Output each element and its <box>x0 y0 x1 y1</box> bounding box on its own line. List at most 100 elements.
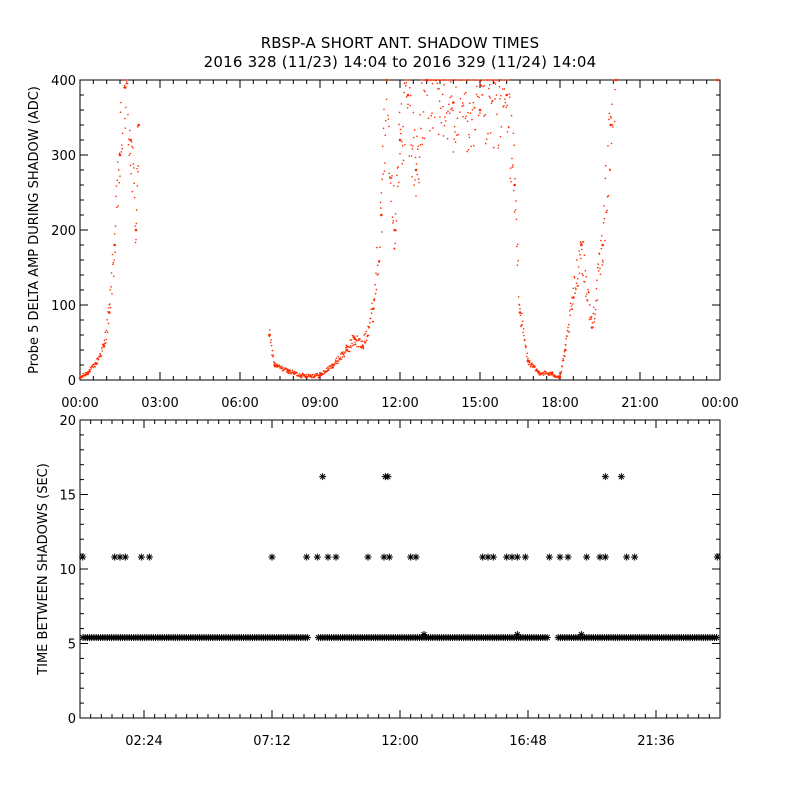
data-point <box>382 127 385 130</box>
data-point <box>353 336 356 338</box>
data-point <box>442 105 444 108</box>
baseline-asterisk <box>713 634 721 642</box>
data-point <box>384 134 387 137</box>
data-point <box>432 127 434 129</box>
data-point <box>129 164 132 167</box>
data-point <box>437 79 440 81</box>
data-point <box>125 81 128 83</box>
data-point <box>112 275 115 277</box>
data-point <box>363 340 366 343</box>
data-point <box>127 143 130 146</box>
data-point <box>393 248 396 250</box>
data-point <box>111 253 114 256</box>
data-point <box>132 167 135 169</box>
data-point-asterisk <box>479 553 487 561</box>
data-point <box>350 339 353 341</box>
asterisk-stroke <box>514 631 521 638</box>
data-point <box>327 368 330 370</box>
data-point <box>579 253 581 256</box>
data-point <box>571 296 573 299</box>
data-point <box>347 350 350 353</box>
data-point <box>477 79 480 81</box>
x-tick-label: 12:00 <box>381 734 418 749</box>
data-point <box>137 170 139 173</box>
data-point <box>520 312 523 315</box>
data-point <box>372 307 374 310</box>
data-point <box>521 320 524 323</box>
x-tick-label: 18:00 <box>541 396 578 411</box>
data-point <box>517 259 520 262</box>
data-point <box>276 363 278 365</box>
data-point <box>118 152 121 155</box>
data-point <box>459 97 462 100</box>
data-point <box>405 82 408 84</box>
x-tick-label: 03:00 <box>141 396 178 411</box>
data-point <box>526 359 529 362</box>
data-point <box>387 114 389 117</box>
asterisk-stroke <box>413 554 419 560</box>
data-point <box>416 135 418 138</box>
data-point <box>496 113 498 116</box>
data-point <box>524 338 526 341</box>
data-point <box>103 344 105 346</box>
data-point <box>288 372 290 375</box>
data-point-asterisk <box>116 553 124 561</box>
data-point <box>500 126 503 128</box>
data-point-asterisk <box>631 553 639 561</box>
data-point <box>376 264 379 267</box>
data-point <box>449 96 452 99</box>
data-point <box>371 302 373 305</box>
data-point <box>388 125 390 128</box>
data-point <box>585 275 588 278</box>
data-point <box>462 104 465 107</box>
data-point <box>436 79 438 81</box>
asterisk-stroke <box>269 554 275 560</box>
asterisk-stroke <box>385 473 391 480</box>
data-point <box>569 302 572 305</box>
asterisk-stroke <box>407 554 414 560</box>
data-point <box>385 98 388 101</box>
chart-title-line-2: 2016 328 (11/23) 14:04 to 2016 329 (11/2… <box>203 53 597 71</box>
data-point <box>527 363 530 366</box>
data-point <box>115 185 118 187</box>
data-point <box>590 318 592 320</box>
data-point <box>116 179 119 181</box>
asterisk-stroke <box>544 634 551 641</box>
data-point <box>121 147 124 150</box>
data-point <box>380 231 383 233</box>
asterisk-stroke <box>557 554 563 560</box>
data-point <box>516 243 519 246</box>
data-point <box>453 138 456 140</box>
data-point <box>370 312 373 314</box>
data-point <box>107 311 109 313</box>
data-point <box>525 345 528 348</box>
data-point <box>268 335 271 338</box>
data-point <box>414 179 416 181</box>
data-point <box>575 288 577 291</box>
data-point <box>136 126 139 128</box>
data-point <box>582 274 584 277</box>
data-point <box>484 142 487 145</box>
data-point <box>356 345 358 348</box>
data-point <box>561 365 564 368</box>
data-point <box>471 118 473 121</box>
data-point <box>579 241 582 243</box>
data-point <box>580 257 582 260</box>
data-point <box>478 96 480 99</box>
data-point <box>407 103 409 106</box>
data-point <box>603 217 606 220</box>
data-point <box>483 115 485 117</box>
data-point <box>469 79 472 81</box>
data-point <box>605 211 608 213</box>
data-point <box>313 376 316 379</box>
data-point <box>480 85 483 87</box>
data-point <box>402 159 405 162</box>
data-point <box>131 145 133 148</box>
asterisk-stroke <box>618 473 625 480</box>
data-point <box>272 354 275 356</box>
asterisk-stroke <box>623 554 630 560</box>
data-point <box>100 347 103 350</box>
data-point <box>455 86 457 88</box>
data-point <box>592 326 594 328</box>
